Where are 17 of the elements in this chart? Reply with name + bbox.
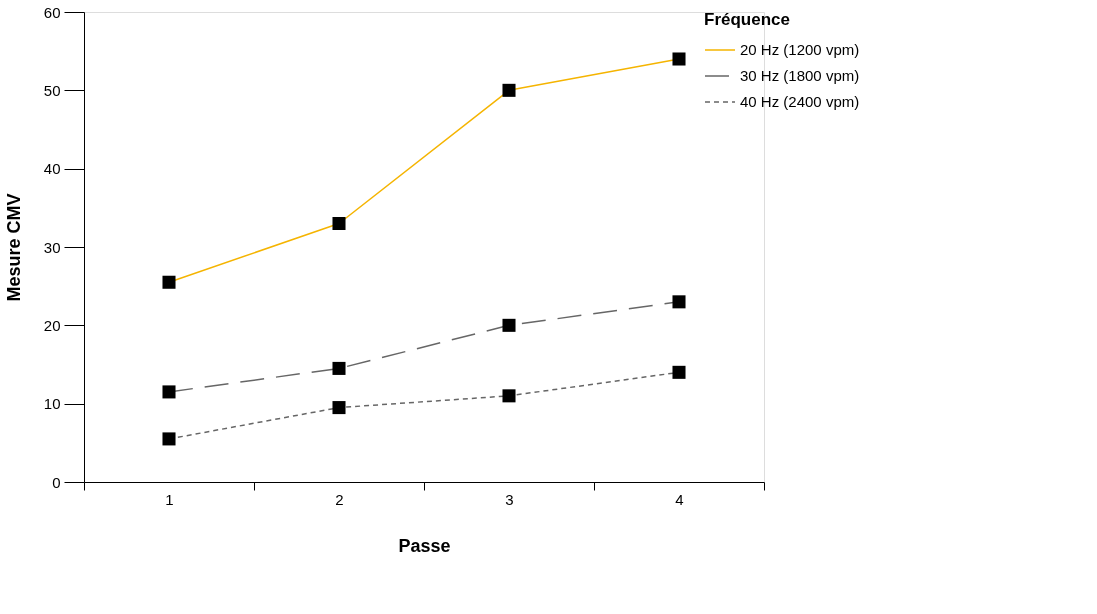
y-tick-label: 0: [52, 473, 61, 491]
x-tick-label: 4: [675, 490, 684, 508]
x-tick-label: 1: [165, 490, 174, 508]
legend-label: 20 Hz (1200 vpm): [740, 41, 860, 58]
y-tick-label: 40: [43, 160, 61, 178]
x-axis-title: Passe: [398, 535, 451, 556]
y-axis-title: Mesure CMV: [3, 193, 24, 302]
y-tick-label: 60: [43, 3, 61, 21]
y-tick-label: 50: [43, 81, 61, 99]
legend-label: 40 Hz (2400 vpm): [740, 93, 860, 110]
y-tick-label: 30: [43, 238, 61, 256]
y-tick-label: 10: [43, 395, 61, 413]
x-tick-label: 2: [335, 490, 344, 508]
legend-label: 30 Hz (1800 vpm): [740, 67, 860, 84]
legend-title: Fréquence: [704, 10, 790, 29]
x-tick-label: 3: [505, 490, 514, 508]
y-tick-label: 20: [43, 316, 61, 334]
